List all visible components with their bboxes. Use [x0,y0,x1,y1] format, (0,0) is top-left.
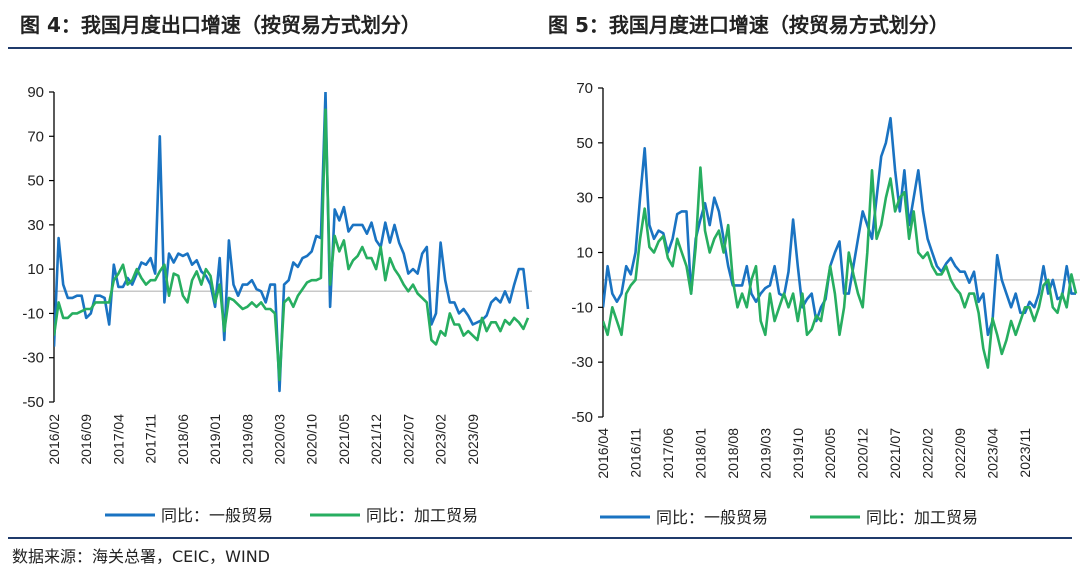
x-tick-label: 2019/08 [239,414,255,465]
right-figure-title: 图 5：我国月度进口增速（按贸易方式划分） [548,12,949,37]
y-tick-label: -50 [22,394,44,411]
y-tick-label: 30 [27,217,44,234]
series-line-processing-trade [603,166,1078,369]
series-line-general-trade [54,92,530,393]
y-tick-label: -30 [571,354,593,371]
x-tick-label: 2016/04 [595,428,611,479]
top-rule [8,47,1072,49]
x-tick-label: 2017/04 [110,414,126,465]
legend-label-processing: 同比：加工贸易 [866,509,978,527]
x-tick-label: 2021/07 [887,428,903,479]
x-tick-label: 2023/09 [465,414,481,465]
x-tick-label: 2023/11 [1017,428,1033,478]
x-tick-label: 2021/12 [368,414,384,465]
legend-label-general: 同比：一般贸易 [161,507,273,525]
x-tick-label: 2023/02 [433,414,449,465]
data-source-note: 数据来源：海关总署，CEIC，WIND [12,547,271,566]
x-tick-label: 2020/12 [855,428,871,479]
bottom-rule [8,537,1072,539]
legend-label-processing: 同比：加工贸易 [366,507,478,525]
x-tick-label: 2020/10 [304,414,320,465]
y-tick-label: 70 [27,128,44,145]
y-tick-label: -30 [22,350,44,367]
y-tick-label: 30 [576,190,593,207]
x-tick-label: 2019/03 [757,428,773,479]
x-tick-label: 2021/05 [336,414,352,465]
y-tick-label: 10 [576,245,593,262]
x-tick-label: 2019/10 [790,428,806,479]
x-tick-label: 2023/04 [985,428,1001,479]
series-line-general-trade [603,116,1076,337]
x-tick-label: 2017/11 [143,414,159,464]
x-tick-label: 2016/02 [46,414,62,465]
legend-label-general: 同比：一般贸易 [656,509,768,527]
x-tick-label: 2018/01 [692,428,708,479]
left-figure-title: 图 4：我国月度出口增速（按贸易方式划分） [20,12,421,37]
x-tick-label: 2020/03 [272,414,288,465]
x-tick-label: 2022/07 [400,414,416,465]
y-tick-label: 50 [576,135,593,152]
y-tick-label: 90 [27,84,44,101]
y-tick-label: 50 [27,173,44,190]
x-tick-label: 2016/09 [78,414,94,465]
x-tick-label: 2018/08 [725,428,741,479]
x-tick-label: 2018/06 [175,414,191,465]
y-tick-label: 10 [27,261,44,278]
x-tick-label: 2022/02 [920,428,936,479]
y-tick-label: -10 [571,299,593,316]
x-tick-label: 2016/11 [628,428,644,478]
series-line-processing-trade [54,108,530,382]
y-tick-label: -10 [22,305,44,322]
y-tick-label: -50 [571,409,593,426]
x-tick-label: 2020/05 [822,428,838,479]
x-tick-label: 2022/09 [952,428,968,479]
x-tick-label: 2019/01 [207,414,223,465]
x-tick-label: 2017/06 [660,428,676,479]
y-tick-label: 70 [576,80,593,97]
